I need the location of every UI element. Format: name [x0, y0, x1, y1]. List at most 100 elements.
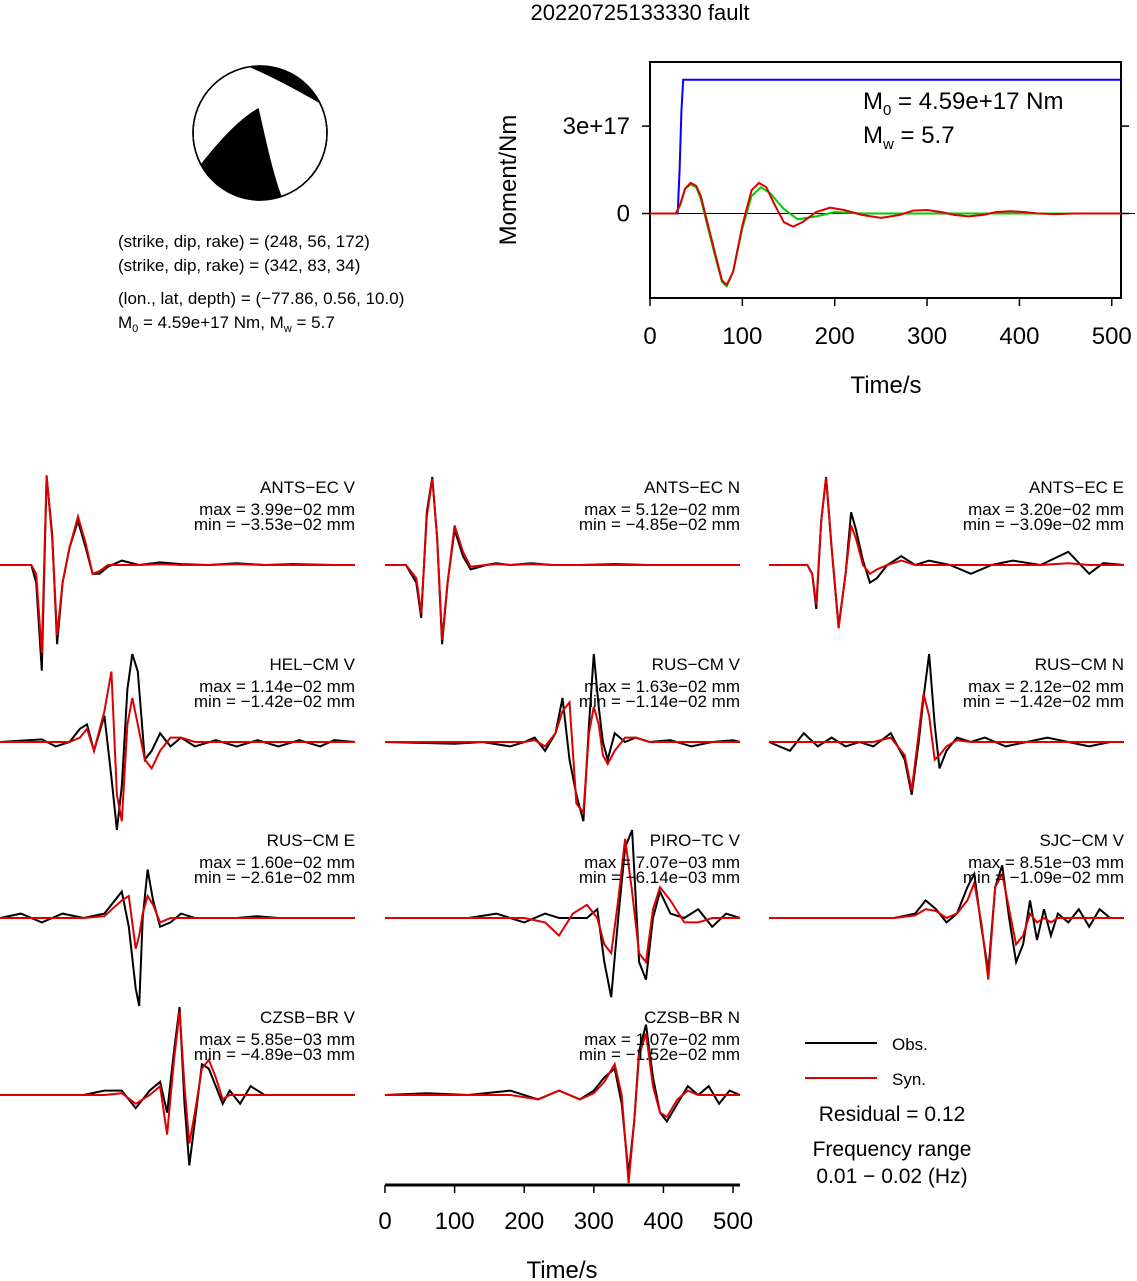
hypocenter: (lon., lat, depth) = (−77.86, 0.56, 10.0… [118, 289, 404, 308]
min-amplitude: min = −1.14e−02 mm [579, 692, 740, 711]
max-amplitude: max = 5.85e−03 mm [199, 1030, 355, 1049]
synthetic-trace [385, 838, 740, 965]
moment-magnitude-line: M0 = 4.59e+17 Nm, Mw = 5.7 [118, 313, 335, 335]
frequency-range-title: Frequency range [813, 1138, 972, 1161]
waveform-x-tick-label: 500 [713, 1208, 753, 1235]
moment-plot-frame [649, 61, 1122, 299]
min-amplitude: min = −1.42e−02 mm [194, 692, 355, 711]
waveform-x-tick-label: 0 [378, 1208, 391, 1235]
max-amplitude: max = 3.20e−02 mm [968, 500, 1124, 519]
synthetic-trace [385, 699, 740, 816]
min-amplitude: min = −1.09e−02 mm [963, 868, 1124, 887]
waveform-x-tick-label: 400 [643, 1208, 683, 1235]
legend: Obs. Syn. Residual = 0.12 Frequency rang… [805, 1035, 971, 1188]
moment-y-axis: 0 3e+17 [563, 113, 1129, 228]
max-amplitude: max = 5.12e−02 mm [584, 500, 740, 519]
moment-x-tick-label: 400 [999, 323, 1039, 350]
moment-x-label: Time/s [850, 372, 921, 399]
station-label: SJC−CM V [1039, 831, 1124, 850]
synthetic-trace [769, 693, 1124, 791]
frequency-range-value: 0.01 − 0.02 (Hz) [816, 1165, 967, 1188]
observed-trace [0, 653, 356, 831]
station-label: CZSB−BR V [260, 1008, 356, 1027]
observed-trace [768, 653, 1124, 795]
max-amplitude: max = 1.14e−02 mm [199, 677, 355, 696]
moment-x-tick-label: 300 [907, 323, 947, 350]
station-label: ANTS−EC V [260, 478, 356, 497]
synthetic-trace [769, 871, 1124, 980]
max-amplitude: max = 7.07e−03 mm [584, 853, 740, 872]
synthetic-trace [385, 478, 740, 640]
moment-y-tick-label: 0 [617, 201, 630, 228]
moment-y-label: Moment/Nm [495, 115, 522, 246]
nodal-plane-1: (strike, dip, rake) = (248, 56, 172) [118, 232, 370, 251]
station-label: PIRO−TC V [650, 831, 741, 850]
figure-title: 20220725133330 fault [531, 0, 750, 25]
moment-chart: 0 100 200 300 400 500 0 3e+17 Time/s Moment/Nm… [495, 61, 1135, 399]
min-amplitude: min = −2.61e−02 mm [194, 868, 355, 887]
max-amplitude: max = 1.60e−02 mm [199, 853, 355, 872]
min-amplitude: min = −4.89e−03 mm [194, 1045, 355, 1064]
min-amplitude: min = −3.53e−02 mm [194, 515, 355, 534]
min-amplitude: min = −4.85e−02 mm [579, 515, 740, 534]
min-amplitude: min = −6.14e−03 mm [579, 868, 740, 887]
observed-trace [385, 829, 741, 998]
moment-series [650, 78, 1135, 288]
moment-m0-annotation: M0 = 4.59e+17 Nm [863, 88, 1063, 119]
waveform-x-axis: 0 100 200 300 400 500 [378, 1183, 753, 1235]
residual-text: Residual = 0.12 [819, 1103, 966, 1126]
moment-series-line-2 [650, 181, 1121, 287]
max-amplitude: max = 1.63e−02 mm [584, 677, 740, 696]
beachball-icon [192, 65, 328, 201]
max-amplitude: max = 3.99e−02 mm [199, 500, 355, 519]
station-label: HEL−CM V [270, 655, 356, 674]
moment-x-tick-label: 500 [1092, 323, 1132, 350]
synthetic-trace [769, 477, 1124, 629]
synthetic-trace [0, 1011, 355, 1144]
synthetic-trace [385, 1033, 740, 1184]
station-label: RUS−CM E [267, 831, 355, 850]
moment-x-tick-label: 200 [815, 323, 855, 350]
station-label: RUS−CM N [1035, 655, 1124, 674]
synthetic-trace [0, 893, 355, 950]
moment-x-tick-label: 100 [722, 323, 762, 350]
moment-series-line-1 [650, 183, 1121, 288]
max-amplitude: max = 1.07e−02 mm [584, 1030, 740, 1049]
synthetic-trace [0, 671, 355, 822]
nodal-plane-2: (strike, dip, rake) = (342, 83, 34) [118, 256, 360, 275]
moment-x-axis: 0 100 200 300 400 500 [643, 298, 1132, 350]
synthetic-trace [0, 475, 355, 654]
moment-mw-annotation: Mw = 5.7 [863, 122, 955, 153]
max-amplitude: max = 8.51e−03 mm [968, 853, 1124, 872]
station-label: CZSB−BR N [644, 1008, 740, 1027]
min-amplitude: min = −3.09e−02 mm [963, 515, 1124, 534]
waveform-x-label: Time/s [526, 1257, 597, 1281]
min-amplitude: min = −1.42e−02 mm [963, 692, 1124, 711]
legend-obs-label: Obs. [892, 1035, 928, 1054]
waveform-x-tick-label: 100 [435, 1208, 475, 1235]
min-amplitude: min = −1.52e−02 mm [579, 1045, 740, 1064]
station-label: RUS−CM V [652, 655, 741, 674]
legend-syn-label: Syn. [892, 1070, 926, 1089]
waveform-x-tick-label: 200 [504, 1208, 544, 1235]
waveform-x-tick-label: 300 [574, 1208, 614, 1235]
moment-x-tick-label: 0 [643, 323, 656, 350]
observed-trace [0, 869, 355, 1007]
max-amplitude: max = 2.12e−02 mm [968, 677, 1124, 696]
mechanism-info: (strike, dip, rake) = (248, 56, 172) (st… [118, 232, 404, 335]
moment-y-tick-label: 3e+17 [563, 113, 630, 140]
station-label: ANTS−EC E [1029, 478, 1124, 497]
